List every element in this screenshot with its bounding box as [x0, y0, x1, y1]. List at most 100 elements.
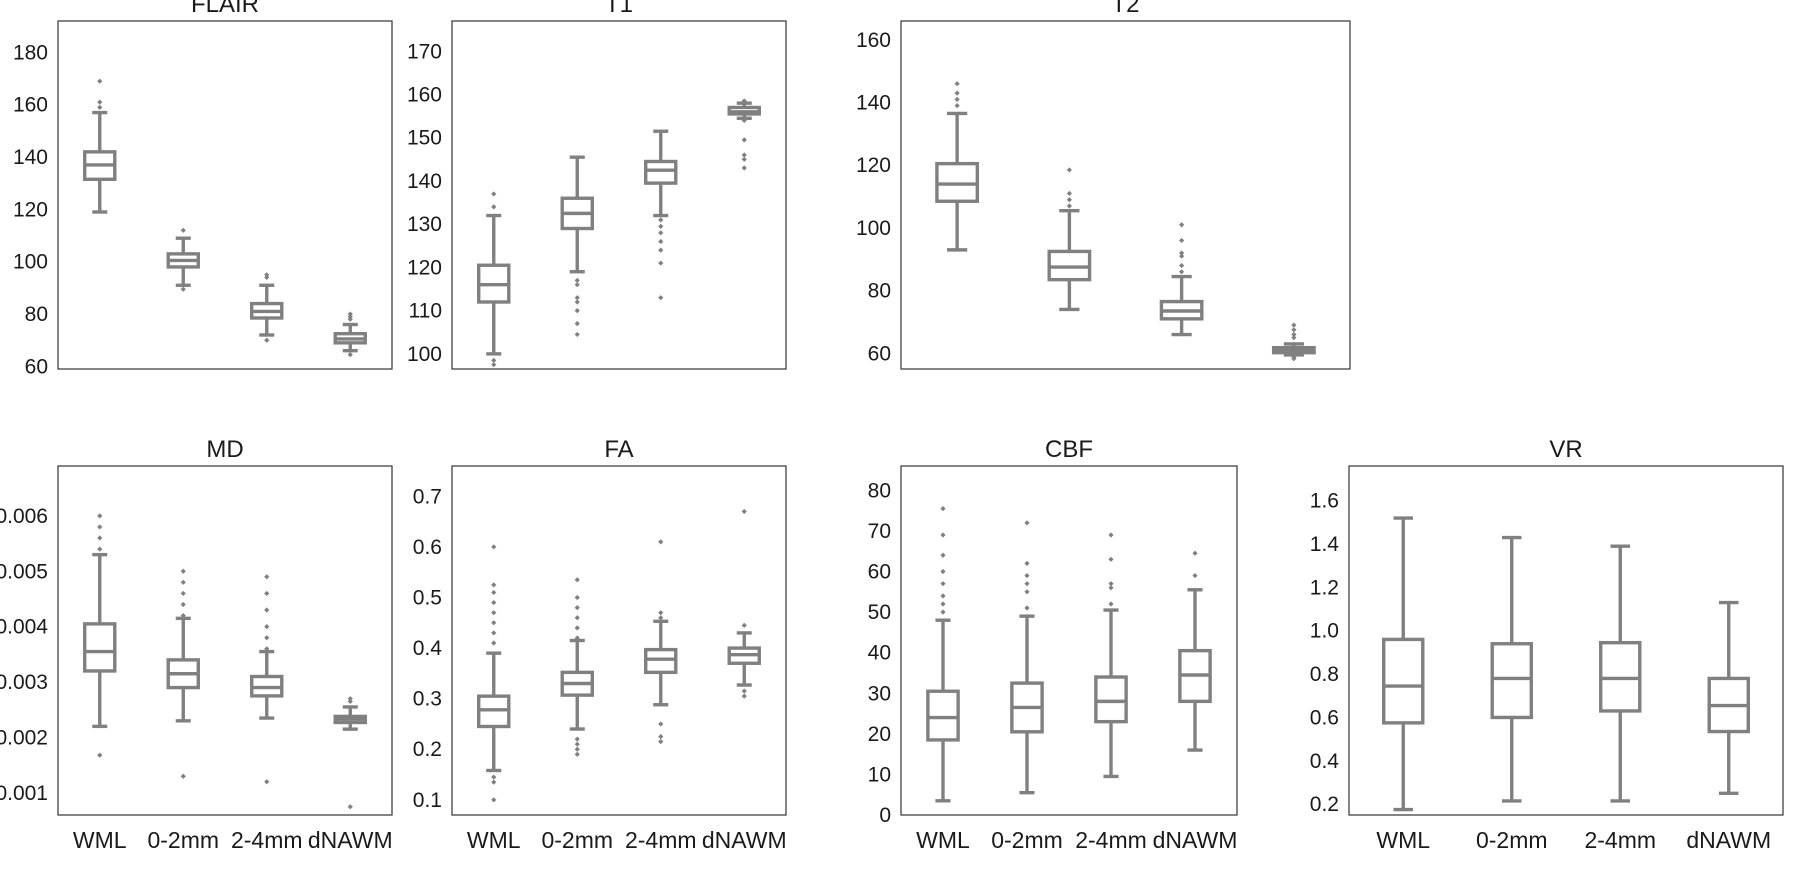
panel-md: MD 0.001 0.002 0.003 0.004 0.005 0.006 WML 0-2mm… — [0, 436, 393, 853]
outlier-point — [347, 352, 353, 358]
panel-title: T2 — [1111, 0, 1139, 18]
outlier-point — [741, 622, 747, 628]
x-category-label: 0-2mm — [991, 827, 1063, 853]
box-WML — [83, 513, 117, 758]
box-0-2mm — [1047, 167, 1092, 312]
outlier-point — [954, 81, 960, 87]
x-category-label: 2-4mm — [231, 827, 303, 853]
outlier-point — [347, 311, 353, 317]
outlier-point — [491, 589, 497, 596]
box-WML — [83, 78, 117, 214]
iqr-box — [644, 159, 678, 185]
y-tick-label: 0.2 — [1310, 793, 1339, 816]
outlier-point — [491, 630, 497, 636]
x-category-label: dNAWM — [308, 827, 393, 853]
outlier-point — [574, 594, 580, 601]
y-tick-label: 0.004 — [0, 616, 48, 639]
panel-title: FLAIR — [191, 0, 259, 18]
outlier-point — [574, 741, 580, 747]
outlier-point — [264, 590, 270, 597]
outlier-point — [1024, 605, 1030, 611]
outlier-point — [658, 615, 664, 621]
y-tick-label: 60 — [868, 342, 891, 365]
y-tick-label: 1.6 — [1310, 490, 1339, 513]
outlier-point — [180, 612, 186, 619]
box-dNAWM — [1707, 600, 1750, 796]
outlier-point — [97, 99, 103, 105]
outlier-point — [954, 103, 960, 109]
outlier-point — [1179, 253, 1185, 259]
outlier-point — [180, 286, 186, 292]
y-tick-label: 130 — [407, 213, 442, 236]
y-tick-label: 80 — [868, 280, 891, 303]
outlier-point — [1024, 560, 1030, 566]
outlier-point — [574, 321, 580, 327]
y-tick-label: 160 — [407, 83, 442, 106]
outlier-point — [264, 607, 270, 613]
y-tick-label: 0.5 — [413, 587, 442, 610]
y-tick-label: 0.8 — [1310, 663, 1339, 686]
x-category-label: dNAWM — [1153, 827, 1238, 853]
y-tick-label: 120 — [13, 198, 48, 221]
y-tick-label: 0.006 — [0, 505, 48, 528]
outlier-point — [491, 774, 497, 780]
outlier-point — [1179, 269, 1185, 275]
box-2-4mm — [250, 272, 284, 343]
outlier-point — [1024, 572, 1030, 579]
y-tick-label: 0 — [879, 804, 891, 827]
y-tick-label: 180 — [13, 41, 48, 64]
outlier-point — [1066, 167, 1072, 173]
outlier-point — [180, 227, 186, 233]
y-tick-label: 80 — [25, 303, 48, 326]
box-dNAWM — [1271, 322, 1316, 362]
box-2-4mm — [1599, 544, 1642, 803]
outlier-point — [264, 779, 270, 785]
outlier-point — [574, 751, 580, 757]
outlier-point — [940, 601, 946, 607]
box-2-4mm — [644, 539, 678, 745]
plot-frame — [900, 465, 1238, 816]
outlier-point — [574, 615, 580, 621]
plot-frame — [57, 465, 393, 816]
box-dNAWM — [333, 311, 367, 358]
panel-fa: FA 0.1 0.2 0.3 0.4 0.5 0.6 0.7 WML 0-2mm 2-4mm dNAW… — [413, 436, 787, 853]
outlier-point — [658, 260, 664, 266]
y-tick-label: 80 — [868, 479, 891, 502]
y-tick-label: 0.3 — [413, 688, 442, 711]
y-tick-label: 140 — [856, 92, 891, 115]
outlier-point — [491, 357, 497, 363]
iqr-box — [644, 647, 678, 675]
iqr-box — [1094, 675, 1128, 724]
outlier-point — [574, 746, 580, 752]
box-2-4mm — [1159, 222, 1204, 337]
panel-t1: T1 100 110 120 130 140 150 160 170 — [407, 0, 787, 370]
y-tick-label: 140 — [407, 170, 442, 193]
outlier-point — [741, 693, 747, 699]
outlier-point — [574, 577, 580, 583]
box-dNAWM — [333, 696, 367, 810]
x-category-label: 0-2mm — [147, 827, 219, 853]
y-tick-label: 1.2 — [1310, 576, 1339, 599]
outlier-point — [940, 581, 946, 587]
box-0-2mm — [560, 577, 594, 757]
box-dNAWM — [727, 508, 761, 699]
outlier-point — [1108, 581, 1114, 587]
outlier-point — [264, 646, 270, 652]
outlier-point — [1291, 322, 1297, 328]
outlier-point — [658, 739, 664, 745]
outlier-point — [491, 610, 497, 616]
box-WML — [935, 81, 980, 252]
box-dNAWM — [727, 98, 761, 171]
y-tick-label: 0.003 — [0, 671, 48, 694]
outlier-point — [658, 223, 664, 229]
outlier-point — [574, 605, 580, 611]
y-tick-label: 100 — [407, 343, 442, 366]
plot-frame — [451, 465, 787, 816]
y-tick-label: 170 — [407, 40, 442, 63]
box-2-4mm — [1094, 532, 1128, 779]
y-tick-label: 50 — [868, 601, 891, 624]
box-WML — [1382, 516, 1425, 812]
outlier-point — [97, 546, 103, 552]
outlier-point — [1192, 572, 1198, 579]
